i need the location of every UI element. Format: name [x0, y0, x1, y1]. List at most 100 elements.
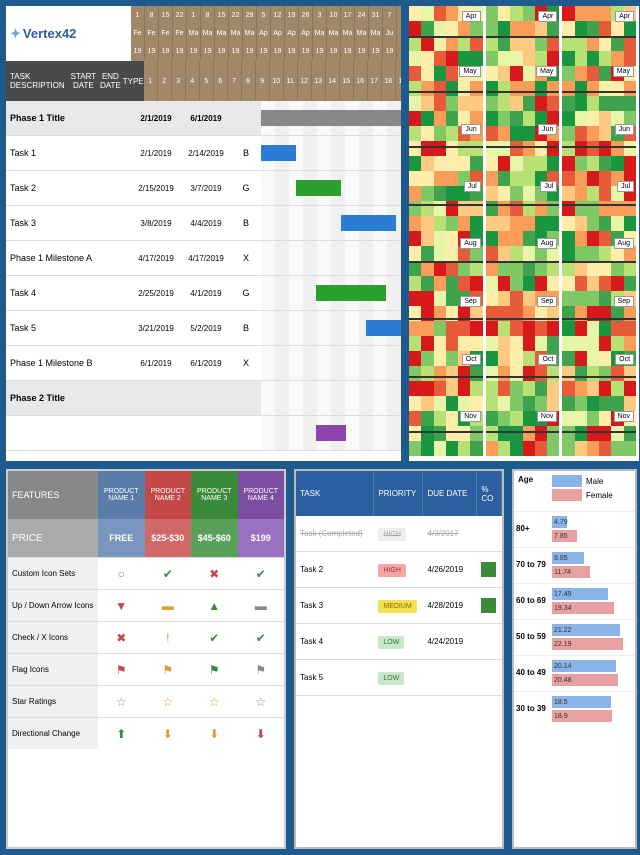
cal-cell: 19 [131, 42, 145, 60]
month-label: Nov [537, 411, 557, 422]
day-num: 5 [200, 61, 214, 101]
cal-cell: Fe [145, 24, 159, 42]
day-num: 6 [214, 61, 228, 101]
step-line [409, 36, 483, 38]
cal-cell: 19 [173, 42, 187, 60]
month-label: Apr [615, 11, 634, 22]
day-num: 17 [368, 61, 382, 101]
cal-cell: 19 [369, 42, 383, 60]
month-label: Jun [538, 124, 557, 135]
female-bar: 7.85 [552, 530, 577, 542]
cal-cell: 19 [341, 42, 355, 60]
feature-icon: ⬇ [145, 718, 192, 749]
task-desc: Task 4 [6, 284, 131, 302]
day-num: 1 [144, 61, 158, 101]
step-line [562, 318, 636, 320]
month-label: Jul [540, 181, 557, 192]
gantt-row[interactable]: Task 1 2/1/2019 2/14/2019 B [6, 136, 401, 171]
gantt-row[interactable] [6, 416, 401, 451]
cal-cell: 10 [327, 6, 341, 24]
day-num: 2 [158, 61, 172, 101]
legend-item: Male [552, 475, 613, 487]
step-line [409, 91, 483, 93]
gantt-row[interactable]: Phase 1 Milestone B 6/1/2019 6/1/2019 X [6, 346, 401, 381]
task-row[interactable]: Task (Completed) HIGH 4/3/2017 [296, 516, 502, 552]
gantt-chart: ✦Vertex42 181522181522295121926310172431… [6, 6, 401, 461]
age-row: 60 to 69 17.49 19.34 [514, 583, 635, 619]
gantt-bar[interactable] [366, 320, 401, 336]
start-date: 2/1/2019 [131, 149, 181, 158]
feature-row: Custom Icon Sets ○✔✖✔ [8, 557, 284, 589]
month-label: May [459, 66, 480, 77]
month-label: May [536, 66, 557, 77]
day-num: 7 [228, 61, 242, 101]
task-name: Task 2 [296, 561, 374, 578]
cal-cell: 15 [215, 6, 229, 24]
gantt-row[interactable]: Phase 1 Title 2/1/2019 6/1/2019 [6, 101, 401, 136]
cal-cell: 22 [173, 6, 187, 24]
gantt-bar[interactable] [261, 145, 296, 161]
end-date: 3/7/2019 [181, 184, 231, 193]
cal-cell: Ap [257, 24, 271, 42]
cal-cell: Ju [383, 24, 397, 42]
task-pct [477, 530, 502, 538]
gantt-row[interactable]: Task 3 3/8/2019 4/4/2019 B [6, 206, 401, 241]
gantt-row[interactable]: Task 5 3/21/2019 5/2/2019 B [6, 311, 401, 346]
end-date: 6/1/2019 [181, 114, 231, 123]
gantt-row[interactable]: Task 4 2/25/2019 4/1/2019 G [6, 276, 401, 311]
cal-cell: 15 [159, 6, 173, 24]
task-row[interactable]: Task 3 MEDIUM 4/28/2019 [296, 588, 502, 624]
gantt-bar[interactable] [316, 285, 386, 301]
step-line [486, 261, 560, 263]
cal-cell: Ma [327, 24, 341, 42]
female-bar: 19.34 [552, 602, 614, 614]
cal-cell: 19 [257, 42, 271, 60]
task-date: 4/28/2019 [423, 597, 477, 614]
male-bar: 9.85 [552, 552, 584, 564]
task-desc: Phase 2 Title [6, 389, 131, 407]
feature-icon: ☆ [238, 686, 285, 717]
step-line [562, 431, 636, 433]
day-num: 19 [396, 61, 401, 101]
task-row[interactable]: Task 4 LOW 4/24/2019 [296, 624, 502, 660]
cal-cell: Fe [159, 24, 173, 42]
task-date: 4/3/2017 [423, 525, 477, 542]
step-line [409, 376, 483, 378]
age-row: 50 to 59 21.22 22.19 [514, 619, 635, 655]
cal-cell: 19 [285, 6, 299, 24]
gantt-bar[interactable] [341, 215, 396, 231]
gantt-bar[interactable] [316, 425, 346, 441]
month-label: May [613, 66, 634, 77]
male-bar: 21.22 [552, 624, 620, 636]
task-list: TASKPRIORITYDUE DATE% CO Task (Completed… [294, 469, 504, 849]
feature-comparison: FEATURES PRODUCT NAME 1PRODUCT NAME 2PRO… [6, 469, 286, 849]
feature-icon: ☆ [145, 686, 192, 717]
cal-cell: Ma [229, 24, 243, 42]
col-start: START DATE [69, 61, 98, 101]
product-header: PRODUCT NAME 1 [98, 471, 145, 519]
gantt-bar[interactable] [296, 180, 341, 196]
task-type: B [231, 218, 261, 228]
day-num: 18 [382, 61, 396, 101]
gantt-bar[interactable] [261, 110, 401, 126]
day-num: 14 [326, 61, 340, 101]
step-line [562, 91, 636, 93]
gantt-row[interactable]: Phase 2 Title [6, 381, 401, 416]
feature-icon: ⚑ [238, 654, 285, 685]
task-row[interactable]: Task 5 LOW [296, 660, 502, 696]
start-date: 2/25/2019 [131, 289, 181, 298]
task-desc: Task 2 [6, 179, 131, 197]
gantt-row[interactable]: Task 2 2/15/2019 3/7/2019 G [6, 171, 401, 206]
gantt-row[interactable]: Phase 1 Milestone A 4/17/2019 4/17/2019 … [6, 241, 401, 276]
end-date: 5/2/2019 [181, 324, 231, 333]
start-date: 2/1/2019 [131, 114, 181, 123]
start-date: 3/8/2019 [131, 219, 181, 228]
day-num: 11 [284, 61, 298, 101]
cal-cell: 1 [131, 6, 145, 24]
step-line [486, 91, 560, 93]
task-type: B [231, 148, 261, 158]
age-label: 30 to 39 [516, 704, 546, 713]
task-row[interactable]: Task 2 HIGH 4/26/2019 [296, 552, 502, 588]
task-priority: LOW [374, 633, 423, 650]
task-desc: Phase 1 Milestone A [6, 249, 131, 267]
